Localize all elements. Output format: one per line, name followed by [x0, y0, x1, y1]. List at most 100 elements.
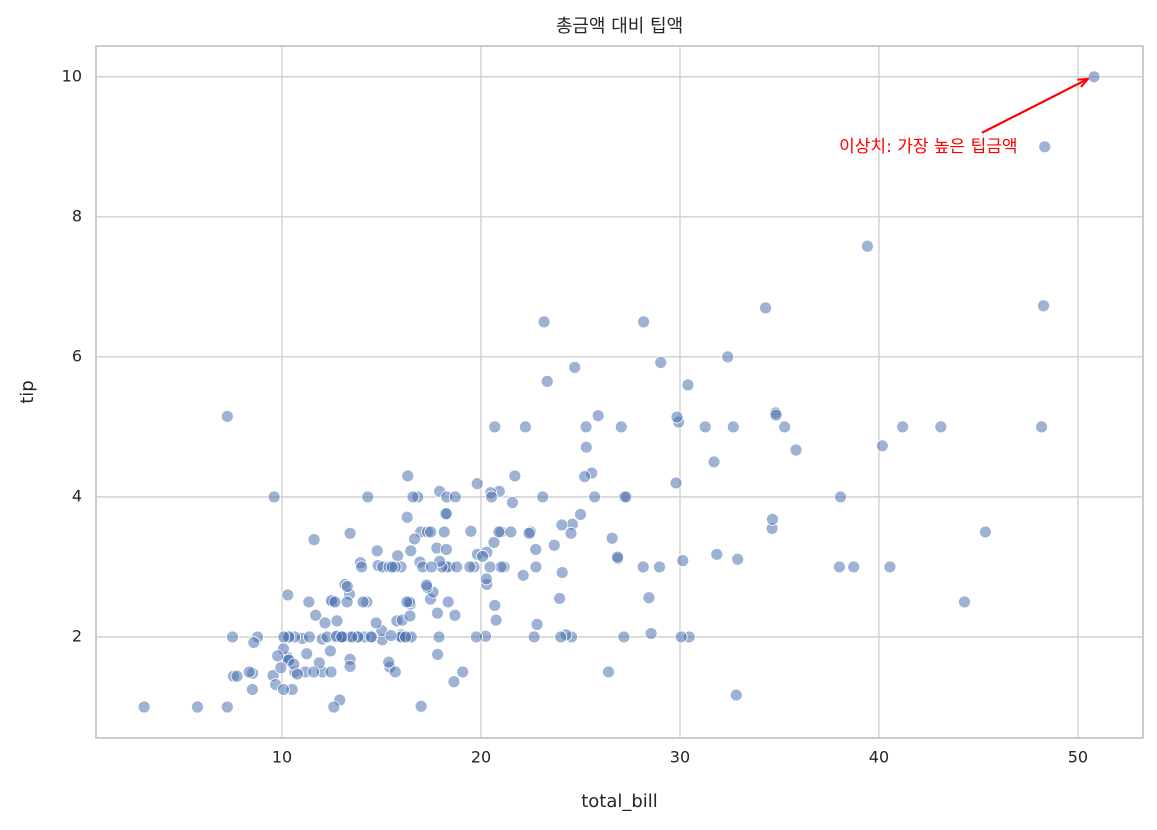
- point: [343, 526, 357, 540]
- y-tick-label: 6: [72, 346, 82, 365]
- point: [277, 630, 291, 644]
- point: [611, 550, 624, 564]
- point: [340, 580, 354, 593]
- point: [789, 443, 803, 457]
- point: [883, 560, 897, 574]
- point: [370, 544, 384, 558]
- point: [488, 420, 502, 434]
- point: [766, 512, 779, 526]
- point: [431, 648, 445, 661]
- point: [439, 507, 453, 521]
- point: [536, 490, 550, 504]
- point: [479, 572, 493, 586]
- point: [1035, 420, 1048, 434]
- point: [323, 644, 337, 658]
- point: [267, 490, 281, 504]
- point: [861, 239, 874, 253]
- point: [400, 595, 414, 609]
- point: [488, 599, 502, 612]
- point: [137, 700, 151, 714]
- point: [518, 420, 532, 434]
- point: [247, 636, 261, 649]
- point: [547, 538, 561, 552]
- point: [578, 470, 592, 484]
- point: [579, 440, 593, 454]
- point: [530, 617, 544, 631]
- point: [302, 595, 316, 609]
- point: [328, 595, 342, 609]
- point: [364, 630, 378, 644]
- point: [681, 378, 695, 392]
- point: [191, 700, 204, 714]
- point: [574, 508, 587, 521]
- point: [676, 554, 690, 568]
- point: [489, 613, 503, 627]
- points: [137, 70, 1101, 714]
- point: [979, 525, 992, 539]
- point: [537, 315, 551, 329]
- point: [729, 688, 743, 702]
- point: [456, 665, 470, 679]
- y-tick-label: 4: [72, 486, 82, 505]
- point: [447, 675, 461, 689]
- point: [555, 566, 569, 579]
- point: [290, 667, 304, 681]
- point: [674, 630, 688, 644]
- point: [274, 661, 288, 675]
- point: [554, 630, 568, 644]
- point: [485, 490, 498, 504]
- point: [832, 560, 846, 574]
- point: [644, 627, 658, 640]
- point: [399, 630, 413, 644]
- y-tick-label: 8: [72, 206, 82, 225]
- point: [356, 595, 370, 609]
- point: [385, 560, 399, 574]
- point: [958, 595, 971, 609]
- point: [441, 595, 455, 609]
- point: [834, 490, 847, 504]
- plot-frame: [95, 45, 1144, 739]
- point: [553, 592, 567, 605]
- point: [654, 356, 668, 369]
- point: [508, 469, 522, 483]
- annotation-arrow: [981, 79, 1088, 134]
- point: [303, 630, 316, 644]
- point: [591, 409, 605, 423]
- point: [568, 360, 582, 374]
- point: [522, 526, 536, 540]
- point: [487, 536, 501, 549]
- point: [529, 543, 543, 556]
- point: [408, 532, 421, 546]
- point: [529, 560, 543, 574]
- x-axis-label: total_bill: [581, 791, 658, 812]
- point: [330, 614, 344, 628]
- x-tick-label: 40: [869, 748, 889, 767]
- point: [343, 659, 357, 673]
- point: [277, 683, 290, 696]
- x-tick-label: 50: [1068, 748, 1088, 767]
- point: [327, 700, 341, 714]
- point: [636, 560, 650, 574]
- point: [271, 649, 285, 663]
- point: [432, 630, 446, 644]
- point: [504, 525, 518, 539]
- point: [896, 420, 910, 434]
- point: [281, 588, 295, 602]
- point: [619, 490, 633, 504]
- point: [437, 525, 451, 539]
- point: [1038, 140, 1052, 154]
- y-tick-label: 10: [62, 66, 82, 85]
- point: [463, 560, 477, 574]
- point: [245, 683, 259, 696]
- point: [361, 490, 375, 504]
- point: [318, 616, 332, 630]
- point: [448, 608, 462, 622]
- point: [220, 410, 234, 423]
- point: [470, 630, 483, 644]
- point: [555, 518, 569, 532]
- point: [324, 665, 338, 679]
- point: [425, 560, 438, 574]
- point: [731, 552, 745, 566]
- point: [406, 490, 420, 504]
- point: [448, 490, 462, 504]
